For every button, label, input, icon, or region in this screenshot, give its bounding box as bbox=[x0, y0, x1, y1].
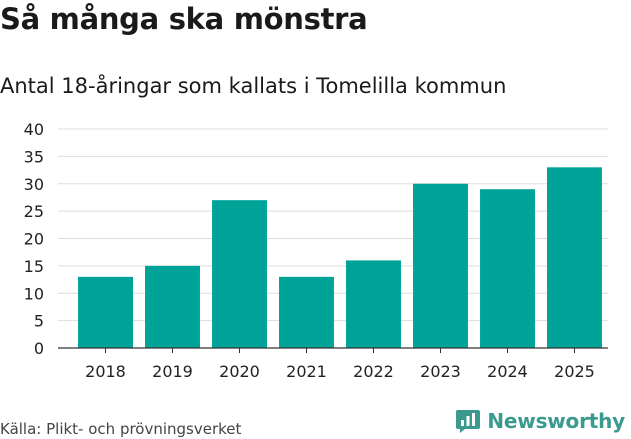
bar-2025[interactable] bbox=[547, 167, 602, 348]
y-tick-label: 5 bbox=[34, 312, 44, 331]
chart-subtitle: Antal 18-åringar som kallats i Tomelilla… bbox=[0, 74, 507, 98]
bar-2019[interactable] bbox=[145, 265, 200, 348]
y-tick-label: 10 bbox=[24, 284, 44, 303]
bar-2022[interactable] bbox=[346, 260, 401, 348]
bar-2020[interactable] bbox=[212, 200, 267, 348]
y-tick-label: 30 bbox=[24, 175, 44, 194]
x-tick-label: 2020 bbox=[219, 362, 260, 381]
x-tick-label: 2023 bbox=[420, 362, 461, 381]
source-note: Källa: Plikt- och prövningsverket bbox=[0, 420, 242, 438]
bars bbox=[78, 167, 602, 348]
x-tick-label: 2019 bbox=[152, 362, 193, 381]
newsworthy-logo-icon bbox=[456, 410, 481, 433]
bar-2023[interactable] bbox=[413, 183, 468, 348]
x-tick-label: 2024 bbox=[487, 362, 528, 381]
y-tick-label: 0 bbox=[34, 339, 44, 358]
bar-2024[interactable] bbox=[480, 189, 535, 348]
x-tick-label: 2021 bbox=[286, 362, 327, 381]
y-axis-ticks: 0 5 10 15 20 25 30 35 40 bbox=[24, 120, 44, 358]
y-tick-label: 20 bbox=[24, 230, 44, 249]
y-tick-label: 35 bbox=[24, 147, 44, 166]
bar-2018[interactable] bbox=[78, 276, 133, 348]
x-tick-label: 2022 bbox=[353, 362, 394, 381]
x-tick-label: 2025 bbox=[554, 362, 595, 381]
brand-logo[interactable]: Newsworthy bbox=[455, 408, 625, 434]
bar-2021[interactable] bbox=[279, 276, 334, 348]
y-tick-label: 25 bbox=[24, 202, 44, 221]
x-tick-label: 2018 bbox=[85, 362, 126, 381]
x-axis-ticks: 2018 2019 2020 2021 2022 2023 2024 2025 bbox=[85, 348, 595, 381]
y-tick-label: 15 bbox=[24, 257, 44, 276]
y-tick-label: 40 bbox=[24, 120, 44, 139]
chart-title: Så många ska mönstra bbox=[0, 2, 368, 36]
brand-name: Newsworthy bbox=[487, 409, 625, 433]
